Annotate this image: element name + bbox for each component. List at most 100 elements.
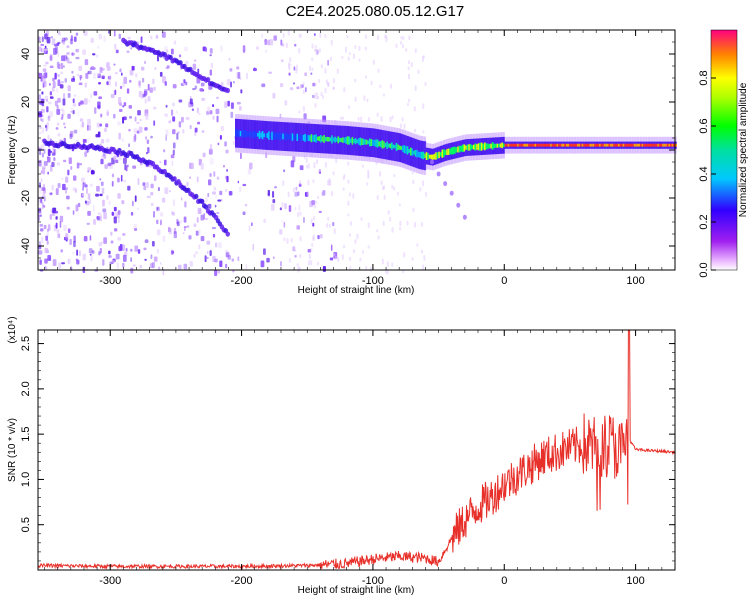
spectrogram-noise-cell — [318, 78, 321, 84]
spectrogram-noise-cell — [237, 256, 240, 262]
spectrogram-noise-cell — [406, 220, 409, 226]
spectrogram-noise-cell — [173, 231, 177, 239]
spectrogram-noise-cell — [295, 64, 298, 71]
spectrogram-core-cell — [547, 143, 550, 147]
spectrogram-noise-cell — [67, 113, 71, 119]
spectrogram-noise-cell — [129, 79, 132, 83]
spectrogram-core-cell — [263, 133, 266, 138]
spectrogram-noise-cell — [406, 102, 409, 107]
spectrogram-noise-cell — [201, 130, 205, 133]
spectrogram-noise-cell — [286, 238, 289, 244]
spectrogram-core-cell — [298, 135, 301, 140]
spectrogram-noise-cell — [57, 52, 60, 58]
spectrogram-noise-cell — [361, 164, 364, 168]
spectrogram-core-cell — [599, 143, 602, 147]
spectrogram-noise-cell — [119, 103, 123, 106]
spectrogram-core-cell — [523, 143, 526, 147]
spectrogram-core-cell — [647, 143, 651, 147]
spectrogram-noise-cell — [312, 222, 315, 227]
spectrogram-core-cell — [534, 143, 537, 147]
spectrogram-core-cell — [420, 151, 424, 159]
spectrogram-noise-cell — [42, 82, 45, 88]
spectrogram-core-cell — [252, 130, 255, 139]
spectrogram-noise-cell — [358, 58, 361, 62]
spectrogram-noise-cell — [114, 89, 117, 96]
spectrogram-noise-cell — [43, 64, 47, 67]
spectrogram-noise-cell — [160, 212, 164, 217]
spectrogram-noise-cell — [69, 133, 73, 139]
spectrogram-noise-cell — [220, 198, 223, 202]
spectrogram-noise-cell — [343, 244, 346, 249]
spectrogram-noise-cell — [39, 188, 42, 195]
spectrogram-noise-cell — [290, 237, 293, 243]
spectrogram-core-cell — [621, 143, 624, 147]
spectrogram-core-cell — [606, 143, 610, 147]
spectrogram-noise-cell — [403, 123, 406, 130]
spectrogram-noise-cell — [209, 69, 212, 76]
spectrogram-noise-cell — [302, 89, 305, 95]
spectrogram-noise-cell — [111, 180, 114, 187]
spectrogram-noise-cell — [100, 241, 104, 244]
spectrogram-noise-cell — [307, 249, 312, 253]
spectrogram-noise-cell — [39, 198, 43, 203]
spectrogram-noise-cell — [414, 128, 417, 133]
spectrogram-noise-cell — [173, 199, 175, 207]
spectrogram-noise-cell — [158, 266, 161, 270]
spectrogram-noise-cell — [364, 46, 367, 51]
spectrogram-noise-cell — [340, 116, 343, 120]
spectrogram-noise-cell — [328, 177, 331, 182]
spectrogram-noise-cell — [402, 36, 405, 41]
spectrogram-noise-cell — [183, 79, 186, 84]
spectrogram-core-cell — [283, 134, 287, 139]
spectrogram-core-cell — [506, 143, 509, 147]
spectrogram-noise-cell — [57, 79, 61, 86]
spectrogram-noise-cell — [106, 81, 109, 85]
spectrogram-noise-cell — [134, 245, 139, 252]
spectrogram-noise-cell — [146, 195, 151, 199]
spectrogram-noise-cell — [59, 221, 62, 228]
spectrogram-core-cell — [589, 143, 592, 147]
spectrogram-noise-cell — [292, 187, 295, 193]
spectrogram-core-cell — [391, 142, 394, 150]
spectrogram-noise-cell — [67, 228, 71, 234]
spectrogram-noise-cell — [424, 81, 427, 87]
spectrogram-core-cell — [332, 137, 335, 142]
spectrogram-core-cell — [268, 131, 271, 140]
spectrogram-core-cell — [463, 144, 466, 152]
spectrogram-noise-cell — [268, 71, 273, 74]
spectrogram-core-cell — [320, 135, 323, 143]
spectrogram-core-cell — [406, 146, 410, 155]
spectrogram-core-cell — [482, 143, 485, 150]
spectrogram-noise-cell — [118, 154, 122, 161]
spectrogram-core-cell — [603, 143, 607, 147]
spectrogram-core-cell — [495, 143, 498, 148]
spectrogram-noise-cell — [172, 102, 175, 107]
spectrogram-noise-cell — [219, 135, 222, 140]
spectrogram-noise-cell — [408, 35, 411, 41]
spectrogram-noise-cell — [306, 164, 309, 169]
spectrogram-noise-cell — [264, 38, 268, 46]
bottom-x-axis-label: Height of straight line (km) — [298, 585, 415, 596]
spectrogram-noise-cell — [423, 254, 426, 261]
spectrogram-noise-cell — [118, 132, 121, 140]
spectrogram-noise-cell — [41, 202, 44, 209]
spectrogram-noise-cell — [57, 133, 61, 137]
spectrogram-noise-cell — [70, 107, 74, 110]
spectrogram-noise-cell — [106, 195, 109, 200]
spectrogram-noise-cell — [422, 180, 425, 187]
spectrogram-noise-cell — [239, 186, 242, 193]
spectrogram-core-cell — [565, 143, 569, 147]
spectrogram-noise-cell — [115, 81, 118, 87]
spectrogram-core-cell — [307, 134, 310, 142]
spectrogram-noise-cell — [224, 141, 227, 147]
spectrogram-noise-cell — [209, 54, 212, 57]
spectrogram-noise-cell — [113, 155, 117, 160]
spectrogram-noise-cell — [45, 30, 49, 38]
spectrogram-noise-cell — [84, 151, 87, 157]
spectrogram-core-cell — [630, 143, 633, 147]
spectrogram-noise-cell — [164, 187, 169, 194]
spectrogram-noise-cell — [41, 36, 44, 43]
spectrogram-noise-cell — [52, 77, 55, 82]
spectrogram-noise-cell — [110, 240, 114, 244]
spectrogram-noise-cell — [224, 101, 227, 109]
